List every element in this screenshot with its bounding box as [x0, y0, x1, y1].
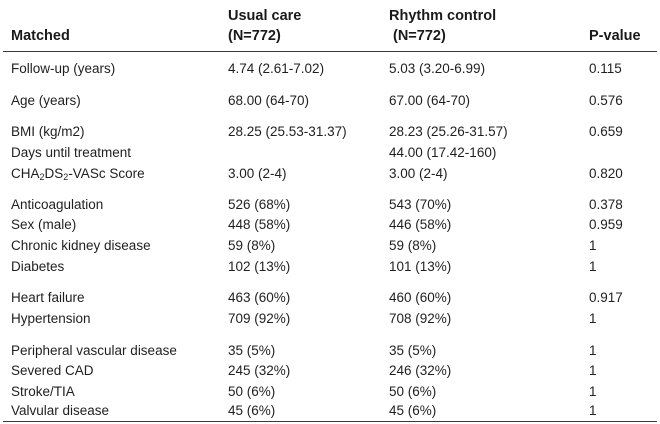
p-value: 0.576 — [589, 93, 623, 108]
table-row: Valvular disease 45 (6%) 45 (6%) 1 — [0, 401, 660, 421]
table-row: Age (years) 68.00 (64-70) 67.00 (64-70) … — [0, 91, 660, 111]
p-value: 1 — [589, 311, 597, 326]
row-label: BMI (kg/m2) — [11, 124, 85, 139]
row-label: Days until treatment — [11, 145, 132, 160]
table-row: Follow-up (years) 4.74 (2.61-7.02) 5.03 … — [0, 59, 660, 79]
p-value: 1 — [589, 384, 597, 399]
row-label: Diabetes — [11, 259, 65, 274]
table-row: Severed CAD 245 (32%) 246 (32%) 1 — [0, 361, 660, 381]
table-row: Sex (male) 448 (58%) 446 (58%) 0.959 — [0, 215, 660, 235]
row-label: Stroke/TIA — [11, 384, 75, 399]
rhythm-control-value: 460 (60%) — [389, 290, 452, 305]
row-label: Heart failure — [11, 290, 85, 305]
row-label: CHA2DS2-VASc Score — [11, 166, 145, 182]
rhythm-control-value: 101 (13%) — [389, 259, 452, 274]
header-rhythm-control: Rhythm control — [389, 8, 497, 24]
table-row: Diabetes 102 (13%) 101 (13%) 1 — [0, 257, 660, 277]
footer-rule — [3, 421, 657, 422]
p-value: 1 — [589, 403, 597, 418]
rhythm-control-value: 708 (92%) — [389, 311, 452, 326]
table-row: Hypertension 709 (92%) 708 (92%) 1 — [0, 309, 660, 329]
table-row: Peripheral vascular disease 35 (5%) 35 (… — [0, 341, 660, 361]
row-label: Chronic kidney disease — [11, 238, 151, 253]
usual-care-value: 448 (58%) — [228, 217, 291, 232]
usual-care-value: 45 (6%) — [228, 403, 276, 418]
usual-care-value: 3.00 (2-4) — [228, 166, 287, 181]
p-value: 0.959 — [589, 217, 623, 232]
rhythm-control-value: 44.00 (17.42-160) — [389, 145, 497, 160]
p-value: 1 — [589, 363, 597, 378]
usual-care-value: 526 (68%) — [228, 197, 291, 212]
p-value: 0.917 — [589, 290, 623, 305]
rhythm-control-value: 35 (5%) — [389, 343, 437, 358]
rhythm-control-value: 246 (32%) — [389, 363, 452, 378]
usual-care-value: 245 (32%) — [228, 363, 291, 378]
header-usual-care: Usual care — [228, 8, 302, 24]
rhythm-control-value: 50 (6%) — [389, 384, 437, 399]
p-value: 1 — [589, 238, 597, 253]
rhythm-control-value: 446 (58%) — [389, 217, 452, 232]
header-p-value: P-value — [589, 28, 641, 44]
rhythm-control-value: 28.23 (25.26-31.57) — [389, 124, 508, 139]
usual-care-value: 59 (8%) — [228, 238, 276, 253]
header-usual-care-n: (N=772) — [228, 28, 281, 44]
table-row: Anticoagulation 526 (68%) 543 (70%) 0.37… — [0, 195, 660, 215]
row-label: Anticoagulation — [11, 197, 104, 212]
table-row: Chronic kidney disease 59 (8%) 59 (8%) 1 — [0, 236, 660, 256]
row-label: Valvular disease — [11, 403, 110, 418]
row-label: Age (years) — [11, 93, 81, 108]
header-matched: Matched — [11, 28, 70, 44]
rhythm-control-value: 543 (70%) — [389, 197, 452, 212]
usual-care-value: 28.25 (25.53-31.37) — [228, 124, 347, 139]
p-value: 0.820 — [589, 166, 623, 181]
rhythm-control-value: 3.00 (2-4) — [389, 166, 448, 181]
table-row: Heart failure 463 (60%) 460 (60%) 0.917 — [0, 288, 660, 308]
usual-care-value: 4.74 (2.61-7.02) — [228, 61, 325, 76]
row-label: Severed CAD — [11, 363, 94, 378]
table-row: Days until treatment 44.00 (17.42-160) — [0, 143, 660, 163]
rhythm-control-value: 5.03 (3.20-6.99) — [389, 61, 486, 76]
row-label: Hypertension — [11, 311, 91, 326]
p-value: 0.378 — [589, 197, 623, 212]
row-label: Peripheral vascular disease — [11, 343, 177, 358]
usual-care-value: 709 (92%) — [228, 311, 291, 326]
row-label: Sex (male) — [11, 217, 77, 232]
usual-care-value: 68.00 (64-70) — [228, 93, 310, 108]
p-value: 0.115 — [589, 61, 622, 76]
usual-care-value: 102 (13%) — [228, 259, 291, 274]
header-rule — [3, 51, 657, 52]
header-rhythm-control-n: (N=772) — [393, 28, 446, 44]
rhythm-control-value: 45 (6%) — [389, 403, 437, 418]
usual-care-value: 50 (6%) — [228, 384, 276, 399]
table-row: Stroke/TIA 50 (6%) 50 (6%) 1 — [0, 382, 660, 402]
p-value: 1 — [589, 343, 597, 358]
p-value: 1 — [589, 259, 597, 274]
table-row: CHA2DS2-VASc Score 3.00 (2-4) 3.00 (2-4)… — [0, 164, 660, 184]
usual-care-value: 35 (5%) — [228, 343, 276, 358]
row-label: Follow-up (years) — [11, 61, 116, 76]
table-row: BMI (kg/m2) 28.25 (25.53-31.37) 28.23 (2… — [0, 122, 660, 142]
p-value: 0.659 — [589, 124, 623, 139]
rhythm-control-value: 59 (8%) — [389, 238, 437, 253]
table-header: Matched Usual care (N=772) Rhythm contro… — [0, 0, 660, 50]
rhythm-control-value: 67.00 (64-70) — [389, 93, 471, 108]
usual-care-value: 463 (60%) — [228, 290, 291, 305]
